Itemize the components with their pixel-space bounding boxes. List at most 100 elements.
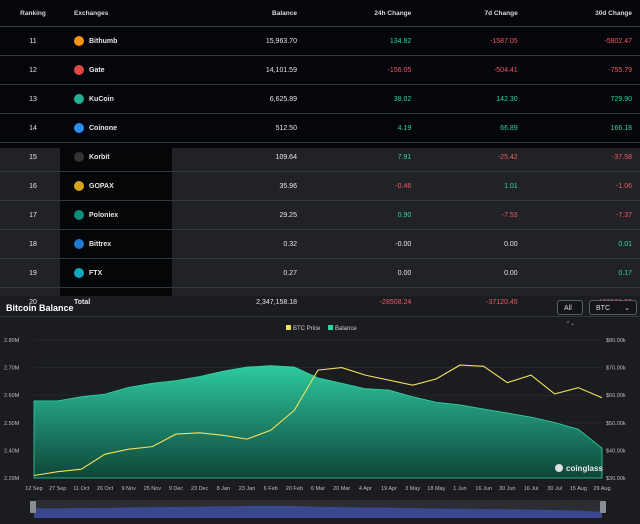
rank-cell: 18 bbox=[0, 229, 66, 259]
change-30d-cell-value: -1.06 bbox=[616, 182, 632, 190]
change-7d-cell-value: -1587.05 bbox=[490, 37, 518, 45]
exchange-name: Total bbox=[74, 298, 91, 306]
watermark-coinglass: coinglass bbox=[566, 464, 603, 473]
header-exchanges[interactable]: Exchanges bbox=[66, 0, 182, 27]
x-tick-label: 11 Oct bbox=[73, 486, 89, 492]
exchange-cell[interactable]: KuCoin bbox=[66, 84, 182, 114]
y-right-tick-label: $50.00k bbox=[606, 421, 626, 427]
range-select-arrows-icon: ⌃⌄ bbox=[566, 321, 575, 327]
change-7d-cell-value: 142.30 bbox=[496, 95, 518, 103]
change-24h-cell: -0.00 bbox=[304, 229, 420, 259]
rank-cell: 14 bbox=[0, 113, 66, 143]
rank-cell-value: 19 bbox=[29, 269, 37, 277]
navigator-left-handle[interactable] bbox=[30, 501, 36, 513]
change-24h-cell: -156.05 bbox=[304, 55, 420, 85]
coinone-icon bbox=[74, 123, 84, 133]
table-header-row: Ranking Exchanges Balance 24h Change 7d … bbox=[0, 0, 640, 27]
rank-cell: 17 bbox=[0, 200, 66, 230]
x-tick-label: 19 Apr bbox=[381, 486, 397, 492]
table-row[interactable]: 14 Coinone 512.50 4.19 66.89 166.18 bbox=[0, 113, 640, 143]
poloniex-icon bbox=[74, 210, 84, 220]
rank-cell: 15 bbox=[0, 142, 66, 172]
table-row[interactable]: 19 FTX 0.27 0.00 0.00 0.17 bbox=[0, 258, 640, 288]
y-left-tick-label: 2.50M bbox=[4, 421, 20, 427]
change-30d-cell: -755.79 bbox=[525, 55, 640, 85]
exchange-cell[interactable]: Poloniex bbox=[66, 200, 182, 230]
change-30d-cell-value: 0.01 bbox=[618, 240, 632, 248]
btc-price-line-series bbox=[33, 364, 603, 477]
change-24h-cell: 0.90 bbox=[304, 200, 420, 230]
table-row[interactable]: 11 Bithumb 15,963.70 134.82 -1587.05 -5802.47 bbox=[0, 26, 640, 56]
change-30d-cell-value: -37.58 bbox=[612, 153, 632, 161]
table-row[interactable]: 16 GOPAX 35.96 -0.46 1.01 -1.06 bbox=[0, 171, 640, 201]
table-row[interactable]: 13 KuCoin 6,625.89 38.02 142.30 729.90 bbox=[0, 84, 640, 114]
x-tick-label: 4 Apr bbox=[359, 486, 372, 492]
exchange-cell[interactable]: Gate bbox=[66, 55, 182, 85]
header-7d-change[interactable]: 7d Change bbox=[419, 0, 526, 27]
header-ranking[interactable]: Ranking bbox=[0, 0, 66, 27]
change-7d-cell: -7.53 bbox=[419, 200, 526, 230]
bithumb-icon bbox=[74, 36, 84, 46]
balance-cell: 2,347,158.18 bbox=[182, 287, 305, 317]
change-24h-cell: -28508.24 bbox=[304, 287, 420, 317]
range-select[interactable]: All ⌃⌄ bbox=[557, 300, 583, 327]
change-24h-cell: 4.19 bbox=[304, 113, 420, 143]
x-tick-label: 29 Aug bbox=[593, 486, 610, 492]
change-24h-cell: 7.91 bbox=[304, 142, 420, 172]
exchange-cell[interactable]: Coinone bbox=[66, 113, 182, 143]
kucoin-icon bbox=[74, 94, 84, 104]
header-24h-change[interactable]: 24h Change bbox=[304, 0, 420, 27]
table-row[interactable]: 20Total2,347,158.18-28508.24-37120.45-10… bbox=[0, 287, 640, 317]
navigator-series bbox=[34, 505, 602, 518]
exchange-cell[interactable]: Bithumb bbox=[66, 26, 182, 56]
table-row[interactable]: 15 Korbit 109.64 7.91 -25.42 -37.58 bbox=[0, 142, 640, 172]
change-30d-cell: 729.90 bbox=[525, 84, 640, 114]
range-select-value: All bbox=[564, 305, 572, 312]
change-7d-cell-value: -37120.45 bbox=[486, 298, 518, 306]
change-24h-cell-value: 7.91 bbox=[397, 153, 412, 161]
bittrex-icon bbox=[74, 239, 84, 249]
change-24h-cell-value: -0.46 bbox=[395, 182, 412, 190]
exchange-cell[interactable]: FTX bbox=[66, 258, 182, 288]
rank-cell-value: 15 bbox=[29, 153, 37, 161]
y-right-tick-label: $60.00k bbox=[606, 393, 626, 399]
change-30d-cell-value: 0.17 bbox=[618, 269, 632, 277]
change-30d-cell-value: -7.37 bbox=[616, 211, 632, 219]
exchange-name: Korbit bbox=[89, 153, 110, 161]
asset-select[interactable]: BTC ⌄ bbox=[589, 300, 637, 315]
exchange-cell[interactable]: Korbit bbox=[66, 142, 182, 172]
change-24h-cell-value: 38.02 bbox=[393, 95, 412, 103]
exchange-cell[interactable]: GOPAX bbox=[66, 171, 182, 201]
change-7d-cell: 0.00 bbox=[419, 258, 526, 288]
change-7d-cell: -25.42 bbox=[419, 142, 526, 172]
x-tick-label: 16 Jun bbox=[475, 486, 492, 492]
rank-cell: 13 bbox=[0, 84, 66, 114]
x-tick-label: 25 Nov bbox=[144, 486, 162, 492]
x-tick-label: 15 Aug bbox=[570, 486, 587, 492]
balance-cell-value: 29.25 bbox=[279, 211, 297, 219]
balance-cell: 15,963.70 bbox=[182, 26, 305, 56]
change-24h-cell-value: 4.19 bbox=[397, 124, 412, 132]
korbit-icon bbox=[74, 152, 84, 162]
header-30d-change[interactable]: 30d Change bbox=[525, 0, 640, 27]
legend-btc-price: BTC Price bbox=[293, 326, 321, 332]
rank-cell-value: 16 bbox=[29, 182, 37, 190]
x-tick-label: 20 Mar bbox=[333, 486, 350, 492]
y-right-tick-label: $30.00k bbox=[606, 476, 626, 482]
change-30d-cell-value: -755.79 bbox=[608, 66, 632, 74]
rank-cell: 20 bbox=[0, 287, 66, 317]
exchange-cell[interactable]: Bittrex bbox=[66, 229, 182, 259]
x-tick-label: 8 Jan bbox=[217, 486, 230, 492]
table-row[interactable]: 17 Poloniex 29.25 0.90 -7.53 -7.37 bbox=[0, 200, 640, 230]
rank-cell-value: 18 bbox=[29, 240, 37, 248]
navigator-right-handle[interactable] bbox=[600, 501, 606, 513]
header-balance[interactable]: Balance bbox=[182, 0, 305, 27]
table-row[interactable]: 18 Bittrex 0.32 -0.00 0.00 0.01 bbox=[0, 229, 640, 259]
y-right-tick-label: $40.00k bbox=[606, 448, 626, 454]
exchange-cell[interactable]: Total bbox=[66, 287, 182, 317]
change-7d-cell-value: 1.01 bbox=[504, 182, 518, 190]
change-30d-cell-value: 166.18 bbox=[610, 124, 632, 132]
change-7d-cell: 142.30 bbox=[419, 84, 526, 114]
table-row[interactable]: 12 Gate 14,101.59 -156.05 -504.41 -755.79 bbox=[0, 55, 640, 85]
change-24h-cell-value: 134.82 bbox=[389, 37, 412, 45]
